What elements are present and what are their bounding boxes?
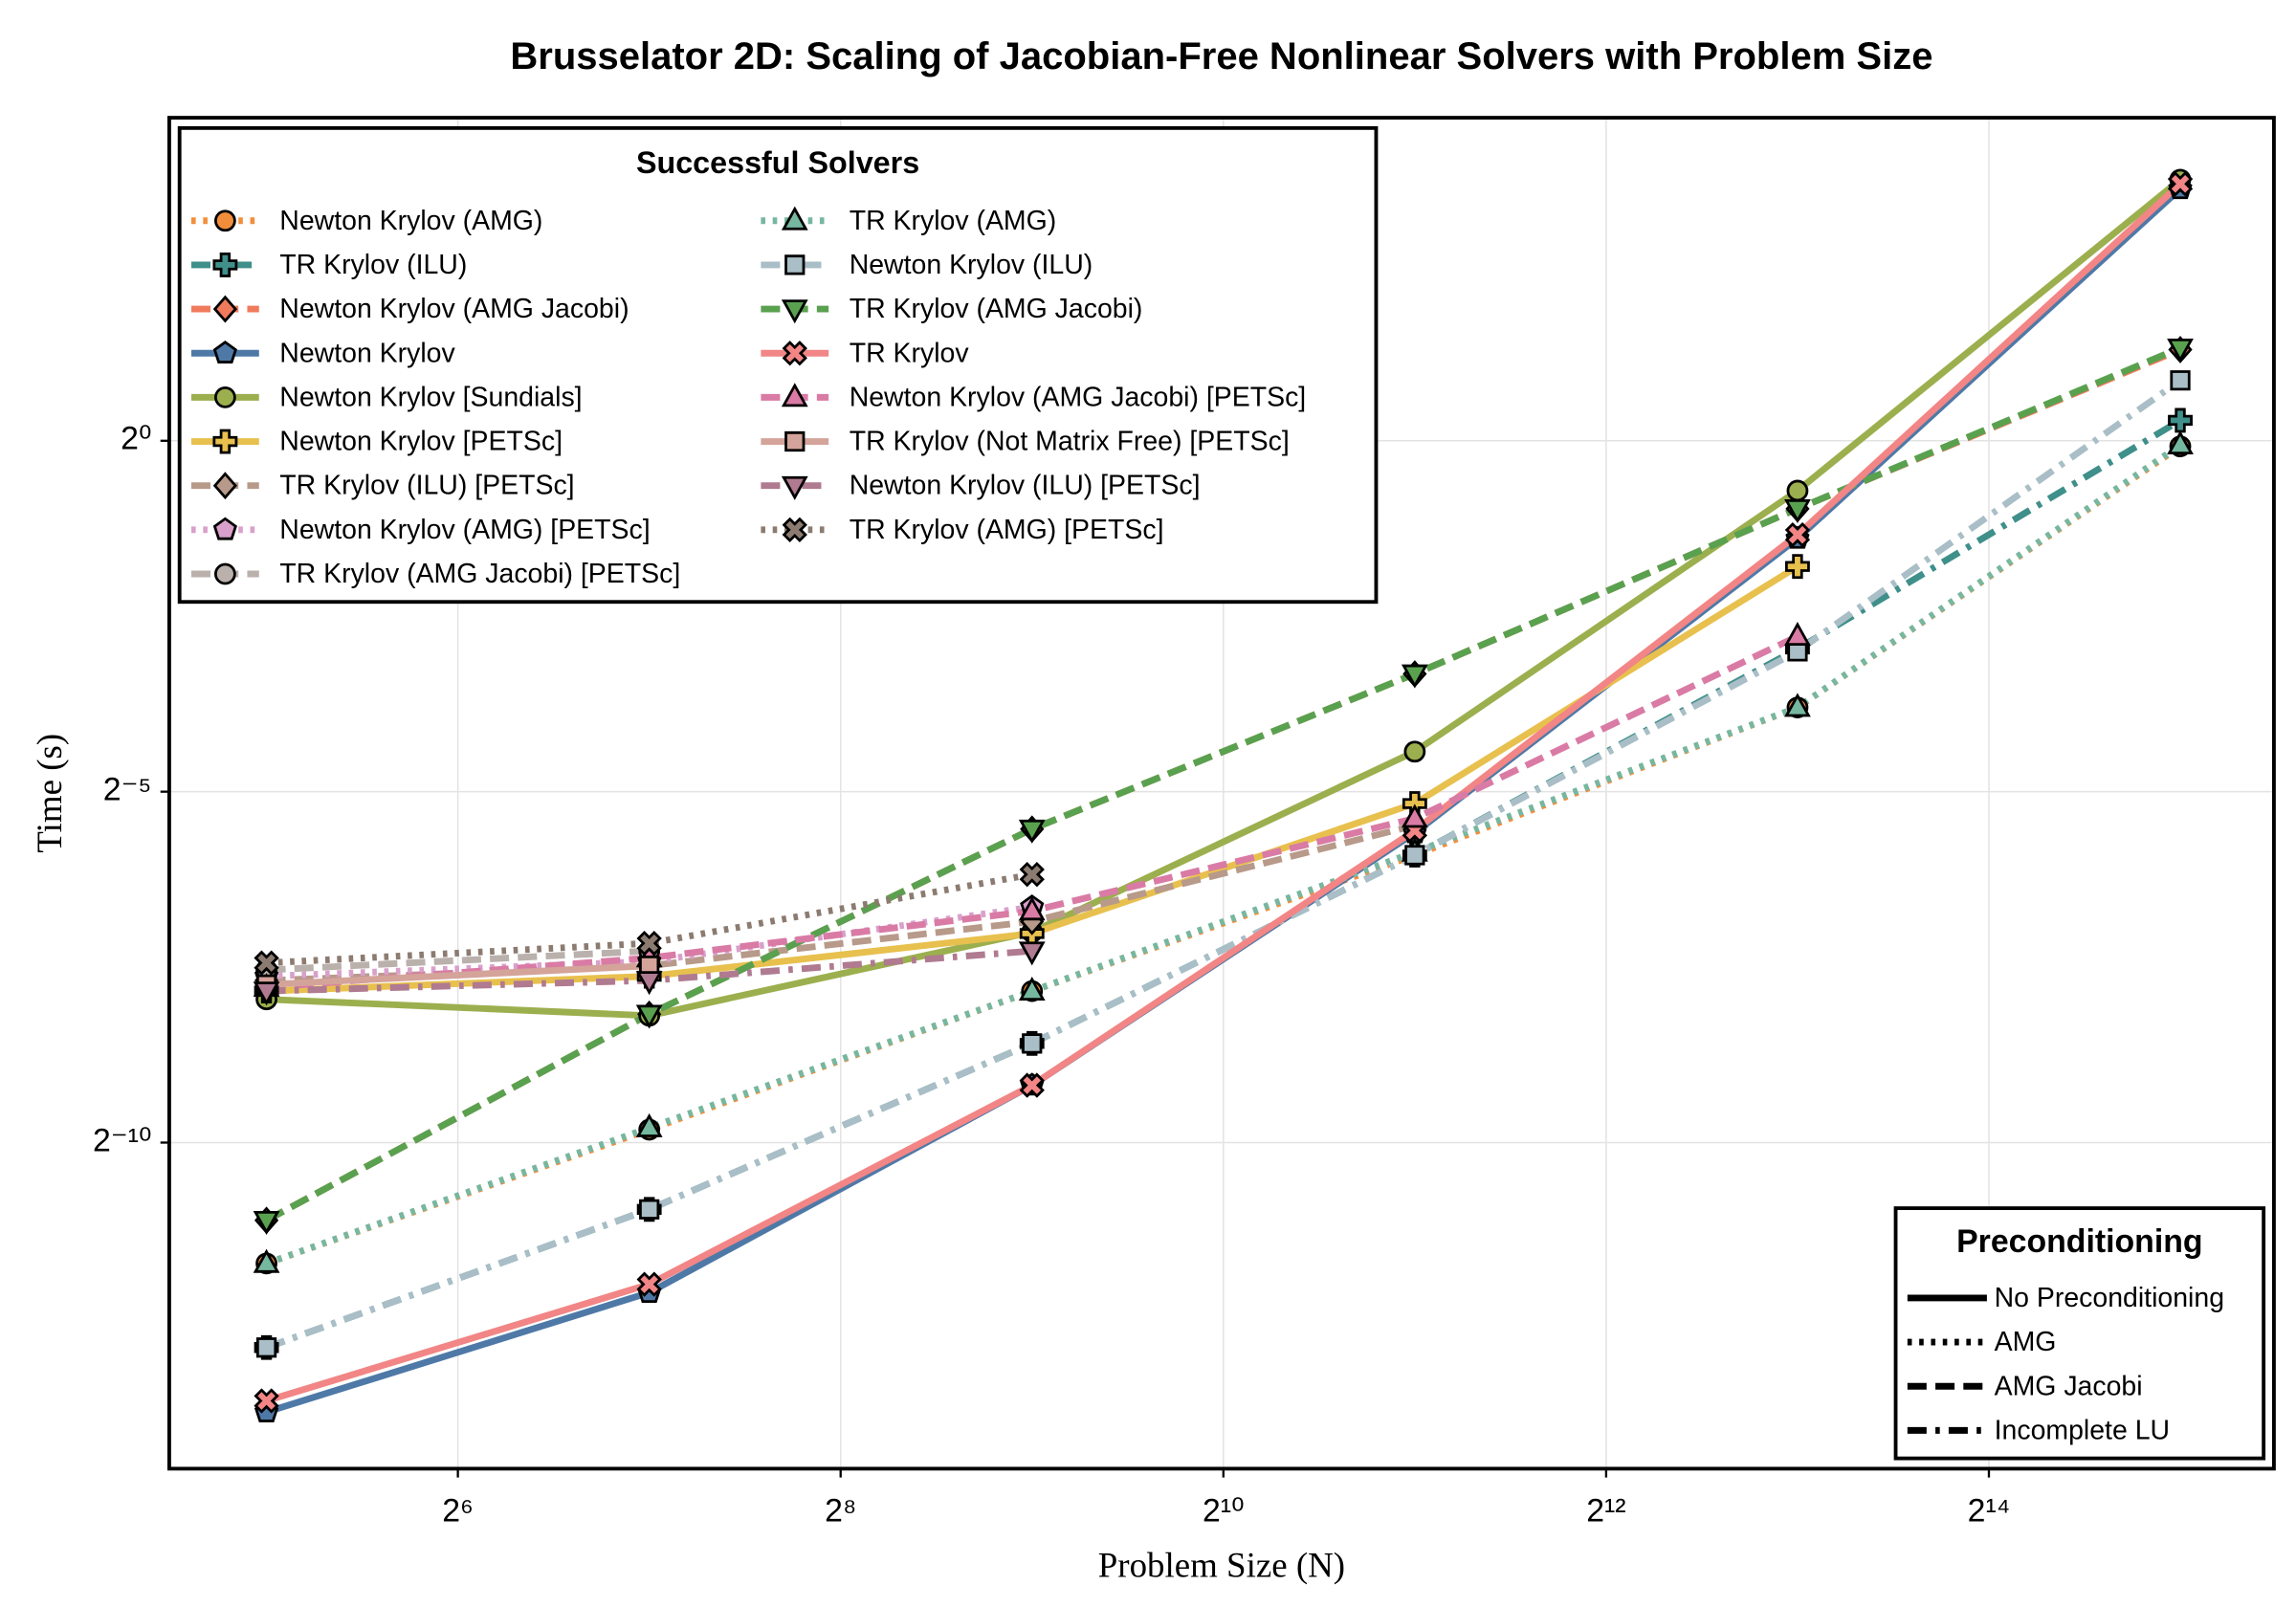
legend-label: TR Krylov (Not Matrix Free) [PETSc] — [850, 427, 1290, 457]
marker — [635, 1112, 663, 1137]
series-line — [266, 177, 2183, 1020]
marker — [253, 1210, 280, 1235]
marker — [1022, 1033, 1043, 1054]
marker — [1784, 499, 1811, 524]
marker — [1401, 804, 1428, 828]
marker — [253, 981, 280, 1006]
legend-marker — [212, 517, 237, 540]
marker — [1784, 693, 1811, 717]
legend-label: No Preconditioning — [1995, 1283, 2224, 1313]
legend-marker — [782, 341, 807, 366]
legend-label: TR Krylov (AMG) [PETSc] — [850, 515, 1164, 545]
plot-frame — [167, 116, 2276, 1471]
marker — [2167, 430, 2194, 455]
legend-box — [177, 125, 1379, 605]
marker — [1018, 819, 1046, 844]
marker — [1019, 1072, 1045, 1098]
legend-marker — [214, 209, 236, 232]
marker — [1404, 845, 1425, 866]
legend-label: Newton Krylov (ILU) [PETSc] — [850, 471, 1201, 501]
legend-label: AMG — [1995, 1327, 2057, 1357]
marker — [1784, 622, 1811, 647]
legend-marker — [784, 254, 806, 275]
series-line — [266, 947, 650, 974]
legend-label: TR Krylov (ILU) [PETSc] — [279, 471, 574, 501]
legend-marker — [212, 429, 238, 454]
legend-label: AMG Jacobi — [1995, 1371, 2143, 1401]
legend-label: Newton Krylov (ILU) — [850, 250, 1093, 280]
series-line — [264, 344, 2182, 1223]
marker — [2170, 370, 2191, 391]
marker — [253, 1248, 280, 1273]
legend-label: TR Krylov (AMG Jacobi) — [850, 294, 1143, 324]
x-tick-label: 2⁶ — [442, 1492, 474, 1529]
legend-title: Successful Solvers — [636, 145, 919, 180]
series-line — [265, 181, 2183, 1404]
marker — [1019, 861, 1045, 888]
legend-box — [1893, 1206, 2266, 1461]
legend-title: Preconditioning — [1956, 1223, 2202, 1260]
legend-marker — [781, 475, 808, 500]
legend-label: TR Krylov (AMG Jacobi) [PETSc] — [279, 559, 680, 589]
marker — [639, 1199, 660, 1220]
legend-marker — [784, 430, 806, 452]
legend-label: Newton Krylov (AMG) — [279, 206, 542, 236]
marker — [1018, 976, 1046, 1001]
marker — [636, 930, 662, 957]
marker — [2167, 171, 2194, 197]
chart-title: Brusselator 2D: Scaling of Jacobian-Free… — [510, 35, 1932, 77]
legend-marker — [214, 562, 236, 585]
legend-label: Newton Krylov (AMG Jacobi) — [279, 294, 629, 324]
marker — [254, 1388, 279, 1414]
x-tick-label: 2⁸ — [825, 1492, 856, 1529]
marker — [255, 1337, 277, 1358]
legend-label: TR Krylov (ILU) — [279, 250, 467, 280]
marker — [635, 971, 663, 996]
legend-label: TR Krylov — [850, 338, 970, 368]
legend-label: Newton Krylov [PETSc] — [279, 427, 563, 457]
series-line — [265, 377, 2183, 1352]
legend-marker — [212, 340, 237, 363]
marker — [2167, 338, 2194, 363]
legend-label: Newton Krylov — [279, 338, 455, 368]
x-axis-label: Problem Size (N) — [1098, 1545, 1345, 1585]
legend-label: TR Krylov (AMG) — [850, 206, 1057, 236]
marker — [635, 1004, 663, 1029]
series-line — [266, 822, 1416, 984]
legend-marker — [781, 299, 808, 324]
marker — [1401, 664, 1428, 689]
y-tick-label: 2⁻¹⁰ — [93, 1122, 151, 1158]
y-axis-label: Time (s) — [30, 734, 70, 853]
legend-marker — [781, 206, 808, 231]
legend-label: Newton Krylov (AMG Jacobi) [PETSc] — [850, 382, 1307, 412]
legend-marker — [212, 253, 238, 277]
legend-marker — [782, 517, 807, 543]
legend-marker — [212, 295, 237, 323]
legend-marker — [781, 383, 808, 407]
x-tick-label: 2¹⁰ — [1203, 1492, 1245, 1529]
series-line — [266, 962, 650, 988]
marker — [1403, 740, 1426, 763]
marker — [1018, 896, 1046, 921]
x-tick-label: 2¹⁴ — [1968, 1492, 2011, 1529]
marker — [636, 1271, 662, 1297]
marker — [254, 950, 279, 976]
marker — [2168, 407, 2193, 433]
y-tick-label: 2⁰ — [121, 421, 151, 457]
marker — [1784, 521, 1811, 548]
marker — [1786, 479, 1809, 502]
marker — [1018, 941, 1046, 966]
legend-marker — [212, 472, 237, 500]
x-tick-label: 2¹² — [1586, 1492, 1625, 1529]
legend-label: Newton Krylov (AMG) [PETSc] — [279, 515, 650, 545]
legend-label: Newton Krylov [Sundials] — [279, 382, 582, 412]
series-line — [265, 442, 2182, 1267]
marker — [1785, 554, 1810, 580]
legend-marker — [214, 386, 236, 408]
y-tick-label: 2⁻⁵ — [103, 772, 152, 808]
legend-label: Incomplete LU — [1995, 1415, 2170, 1445]
